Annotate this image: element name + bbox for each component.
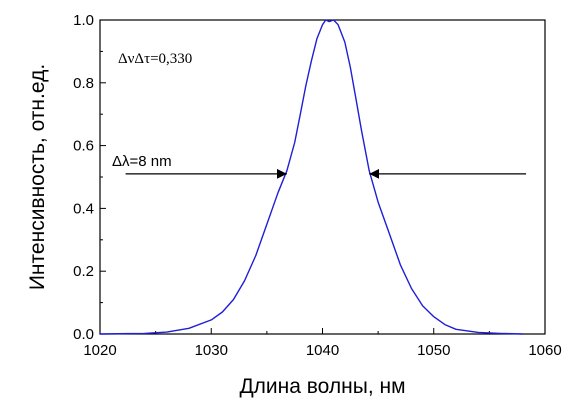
y-tick-label: 0.6 xyxy=(73,138,94,155)
spectrum-line xyxy=(99,19,523,335)
width-annotation: Δλ=8 nm xyxy=(112,153,172,170)
y-tick-label: 0.4 xyxy=(73,200,94,217)
axes-group: 1020 1030 1040 1050 1060 0.0 0.2 0.4 0.6 0.8 1.0 Дл… xyxy=(26,12,562,398)
product-annotation: ΔνΔτ=0,330 xyxy=(118,51,192,67)
x-tick-label: 1020 xyxy=(83,342,116,359)
y-axis-title: Интенсивность, отн.ед. xyxy=(26,64,49,290)
x-tick-label: 1060 xyxy=(528,342,561,359)
y-tick-label: 0.2 xyxy=(73,263,94,280)
y-tick-label: 0.0 xyxy=(73,326,94,343)
x-tick-label: 1040 xyxy=(306,342,339,359)
x-tick-label: 1050 xyxy=(417,342,450,359)
x-axis-title: Длина волны, нм xyxy=(239,375,405,398)
plot-area xyxy=(99,19,523,335)
y-tick-label: 1.0 xyxy=(73,12,94,29)
plot-frame xyxy=(99,19,546,335)
annotations-group: ΔνΔτ=0,330 Δλ=8 nm xyxy=(112,51,527,179)
x-tick-label: 1030 xyxy=(195,342,228,359)
y-tick-label: 0.8 xyxy=(73,75,94,92)
